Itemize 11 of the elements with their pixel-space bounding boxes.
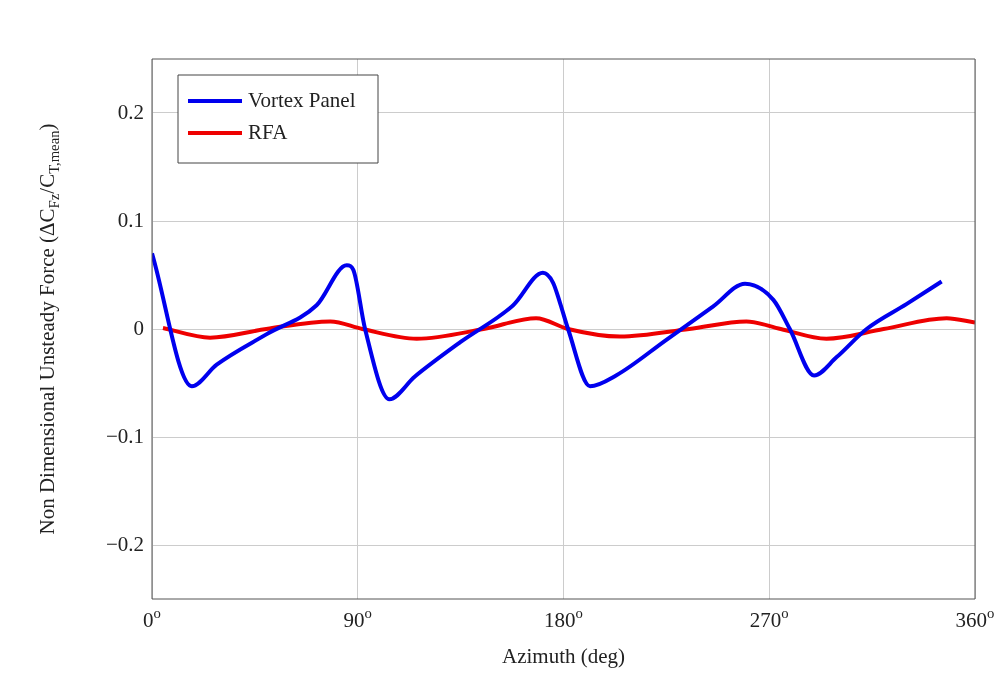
x-axis-title: Azimuth (deg)	[501, 643, 626, 668]
y-tick-label: −0.1	[105, 423, 144, 448]
y-axis-title: Non Dimensional Unsteady Force (ΔCFz/CT,mean)	[34, 123, 63, 535]
legend-label: Vortex Panel	[248, 87, 356, 112]
y-tick-label: 0	[133, 315, 144, 340]
y-tick-label: −0.2	[105, 531, 144, 556]
line-series	[152, 251, 944, 402]
legend-label: RFA	[248, 119, 289, 144]
y-tick-label: 0.1	[117, 207, 144, 232]
y-tick-label: 0.2	[117, 99, 144, 124]
line-series	[160, 316, 975, 341]
